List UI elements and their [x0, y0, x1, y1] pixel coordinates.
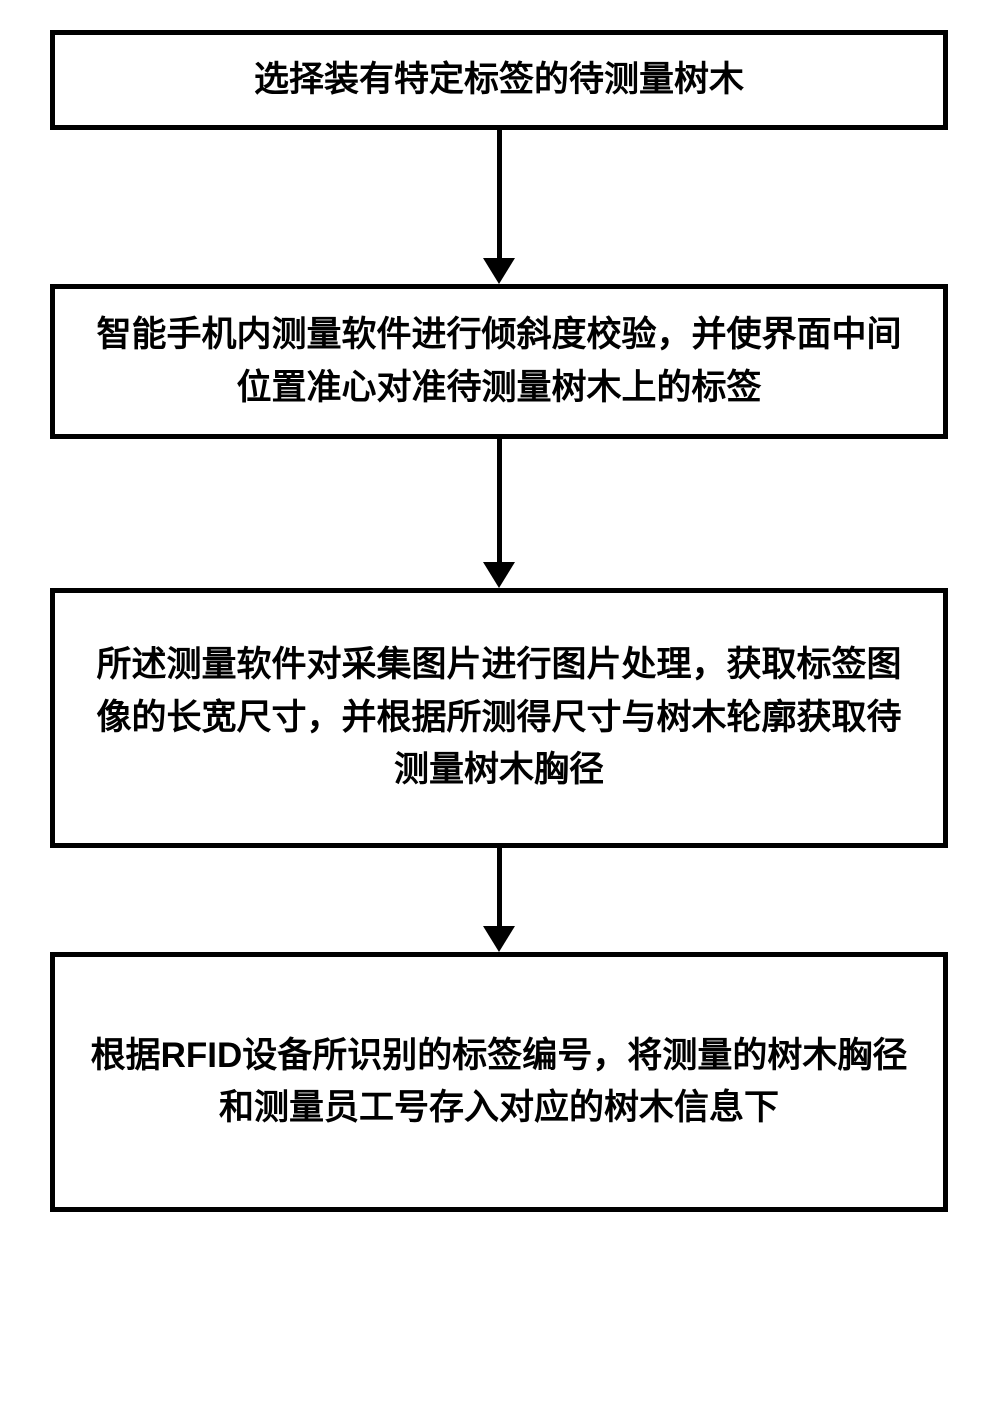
flowchart-step-1: 选择装有特定标签的待测量树木	[50, 30, 948, 130]
flowchart-step-3: 所述测量软件对采集图片进行图片处理，获取标签图像的长宽尺寸，并根据所测得尺寸与树…	[50, 588, 948, 848]
arrow-head-3	[483, 926, 515, 952]
arrow-head-2	[483, 562, 515, 588]
step2-text: 智能手机内测量软件进行倾斜度校验，并使界面中间位置准心对准待测量树木上的标签	[83, 309, 915, 414]
flowchart-step-2: 智能手机内测量软件进行倾斜度校验，并使界面中间位置准心对准待测量树木上的标签	[50, 284, 948, 439]
flowchart-container: 选择装有特定标签的待测量树木 智能手机内测量软件进行倾斜度校验，并使界面中间位置…	[50, 30, 948, 1212]
arrow-3	[50, 848, 948, 952]
flowchart-step-4: 根据RFID设备所识别的标签编号，将测量的树木胸径和测量员工号存入对应的树木信息…	[50, 952, 948, 1212]
step3-text: 所述测量软件对采集图片进行图片处理，获取标签图像的长宽尺寸，并根据所测得尺寸与树…	[83, 639, 915, 797]
step4-text: 根据RFID设备所识别的标签编号，将测量的树木胸径和测量员工号存入对应的树木信息…	[83, 1030, 915, 1135]
arrow-line-3	[497, 848, 502, 927]
arrow-line-1	[497, 130, 502, 259]
step1-text: 选择装有特定标签的待测量树木	[254, 54, 744, 107]
arrow-head-1	[483, 258, 515, 284]
arrow-line-2	[497, 439, 502, 563]
arrow-2	[50, 439, 948, 588]
arrow-1	[50, 130, 948, 284]
